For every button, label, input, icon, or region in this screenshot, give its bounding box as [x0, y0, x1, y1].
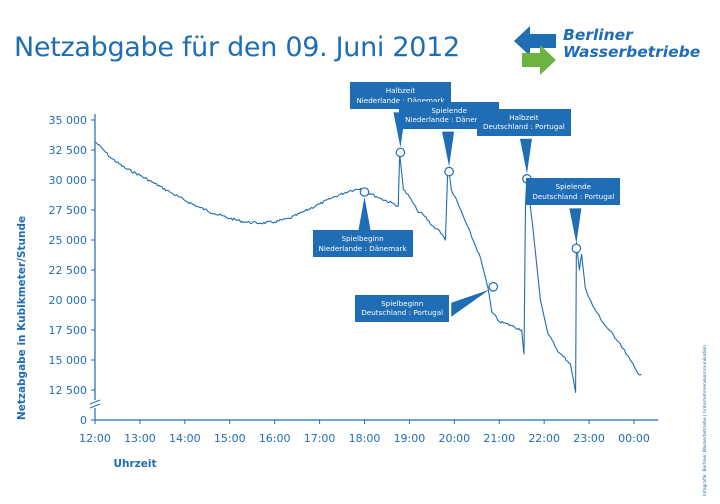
logo-text: Berliner Wasserbetriebe [563, 27, 700, 61]
x-tick-label: 19:00 [394, 432, 426, 445]
x-tick-label: 12:00 [79, 432, 111, 445]
y-axis-title: Netzabgabe in Kubikmeter/Stunde [16, 216, 28, 420]
x-tick-label: 22:00 [528, 432, 560, 445]
x-tick-label: 23:00 [573, 432, 605, 445]
annotation-line-2: Niederlande : Dänemark [356, 95, 445, 105]
annotation-label: Halbzeit Deutschland : Portugal [476, 108, 571, 136]
annotation-label: Spielbeginn Niederlande : Dänemark [312, 230, 413, 257]
annotation-marker [571, 243, 582, 254]
page-title: Netzabgabe für den 09. Juni 2012 [14, 32, 460, 63]
annotation-pointer [451, 289, 490, 317]
logo-line-1: Berliner [563, 26, 633, 44]
annotation-line-2: Deutschland : Portugal [361, 308, 444, 318]
y-tick-label: 35 000 [49, 114, 88, 127]
side-credit: Infografik: Berliner Wasserbetriebe | Un… [703, 344, 708, 496]
y-tick-label: 25 000 [49, 234, 88, 247]
x-tick-label: 16:00 [259, 432, 291, 445]
annotation-line-1: Spielbeginn [341, 234, 384, 243]
annotation-pointer [569, 208, 582, 244]
y-tick-label: 27 500 [49, 204, 88, 217]
annotation-marker [359, 187, 370, 197]
x-tick-label: 18:00 [349, 432, 381, 445]
annotation-line-2: Niederlande : Dänemark [405, 115, 494, 125]
x-tick-label: 15:00 [214, 432, 246, 445]
y-tick-label: 32 500 [49, 144, 88, 157]
x-tick-label: 21:00 [483, 432, 515, 445]
y-tick-label: 12 500 [49, 384, 88, 397]
x-tick-label: 14:00 [169, 432, 201, 445]
annotation-pointer [442, 131, 455, 167]
annotation-marker [444, 166, 454, 177]
annotation-pointer [358, 197, 371, 230]
x-axis-title: Uhrzeit [113, 458, 156, 470]
x-tick-label: 17:00 [304, 432, 336, 445]
x-tick-label: 20:00 [438, 432, 470, 445]
annotation-line-1: Spielende [431, 105, 467, 115]
y-tick-label: 30 000 [49, 174, 88, 187]
annotation-label: Spielbeginn Deutschland : Portugal [355, 294, 450, 322]
axis-break-mark [89, 399, 101, 409]
x-tick-label: 13:00 [124, 432, 156, 445]
annotation-line-1: Halbzeit [385, 86, 416, 96]
annotation-pointer [519, 138, 532, 174]
y-tick-label: 0 [80, 414, 87, 427]
annotation-line-2: Niederlande : Dänemark [318, 243, 407, 253]
logo-line-2: Wasserbetriebe [563, 43, 701, 61]
annotation-marker [395, 147, 406, 158]
y-tick-label: 15 000 [49, 354, 88, 367]
y-tick-label: 17 500 [49, 324, 88, 337]
x-tick-label: 00:00 [618, 432, 650, 445]
y-tick-label: 22 500 [49, 264, 88, 277]
y-tick-label: 20 000 [49, 294, 88, 307]
annotation-line-1: Halbzeit [509, 112, 539, 122]
annotation-marker [488, 281, 499, 292]
annotation-line-2: Deutschland : Portugal [532, 191, 615, 201]
annotation-label: Spielende Deutschland : Portugal [526, 178, 621, 206]
annotation-line-1: Spielbeginn [381, 298, 424, 308]
annotation-line-1: Spielende [555, 182, 592, 192]
double-arrow-logo-icon [514, 26, 556, 75]
annotation-line-2: Deutschland : Portugal [482, 122, 565, 132]
